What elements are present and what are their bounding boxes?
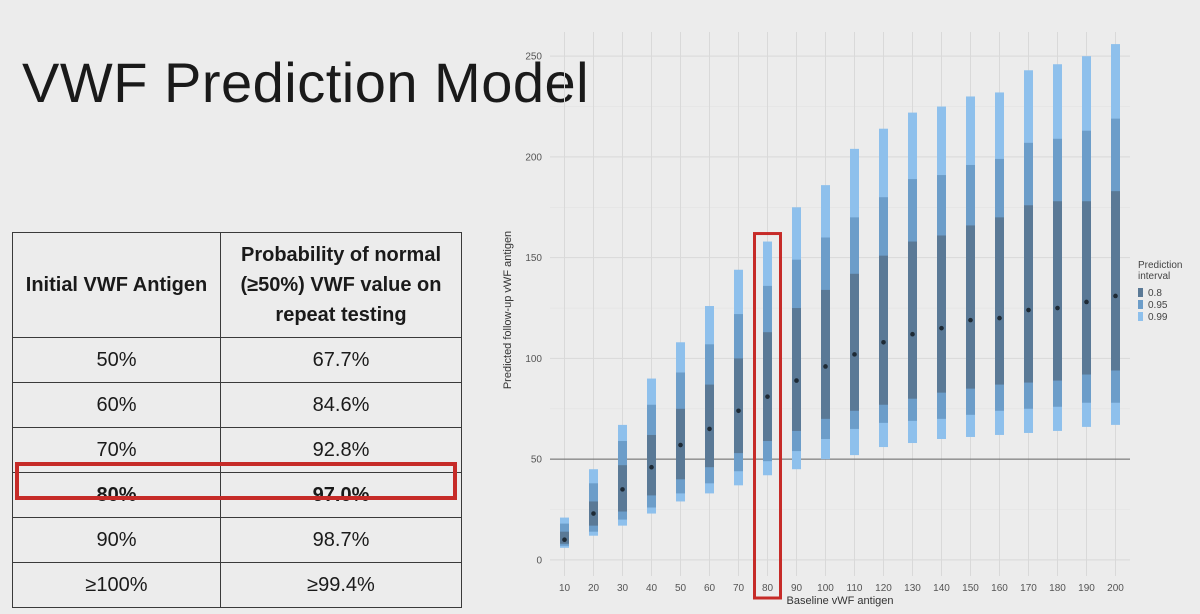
- prediction-interval-chart: 0 50 100 150 200 250 10 20 30 40 50 60 70 80 90 100 110…: [502, 32, 1182, 607]
- x-tick-label: 140: [933, 583, 950, 594]
- interval-bar-80: [1024, 205, 1033, 383]
- interval-bar-80: [937, 235, 946, 393]
- median-point: [852, 352, 857, 357]
- y-axis-label: Predicted follow-up vWF antigen: [502, 231, 514, 389]
- interval-bar-80: [966, 225, 975, 389]
- slide-title: VWF Prediction Model: [22, 51, 590, 114]
- x-tick-label: 110: [847, 583, 863, 594]
- x-tick-label: 160: [991, 583, 1008, 594]
- x-tick-label: 90: [791, 583, 803, 594]
- y-tick-label: 0: [536, 555, 542, 566]
- x-tick-label: 70: [733, 583, 745, 594]
- x-tick-label: 200: [1107, 583, 1124, 594]
- interval-bar-80: [1111, 191, 1120, 371]
- interval-bar-80: [850, 273, 859, 411]
- header-initial-vwf: Initial VWF Antigen: [12, 232, 221, 338]
- interval-bar-80: [1053, 201, 1062, 381]
- legend-swatch: [1138, 300, 1143, 309]
- median-point: [997, 315, 1002, 321]
- y-tick-label: 100: [525, 354, 542, 365]
- legend-title: Prediction: [1138, 260, 1182, 271]
- y-axis-ticks: 0 50 100 150 200 250: [525, 52, 542, 567]
- x-tick-label: 30: [617, 583, 629, 594]
- highlight-box-table-row: [15, 462, 457, 500]
- cell-probability: 67.7%: [220, 337, 462, 383]
- median-point: [562, 537, 567, 543]
- median-point: [881, 339, 886, 345]
- interval-bar-80: [705, 384, 714, 468]
- x-tick-label: 20: [588, 583, 600, 594]
- x-tick-label: 80: [762, 583, 774, 594]
- highlight-box-x-80: [753, 232, 782, 600]
- legend-title: interval: [1138, 271, 1170, 282]
- legend-swatch: [1138, 312, 1143, 321]
- chart-grid: [550, 32, 1130, 576]
- x-tick-label: 50: [675, 583, 687, 594]
- x-tick-label: 190: [1078, 583, 1095, 594]
- median-point: [939, 325, 944, 331]
- cell-initial: 90%: [12, 517, 221, 563]
- legend-swatch: [1138, 288, 1143, 297]
- table-header-row: Initial VWF Antigen Probability of norma…: [12, 232, 462, 338]
- x-tick-label: 40: [646, 583, 658, 594]
- header-probability: Probability of normal (≥50%) VWF value o…: [220, 232, 462, 338]
- median-point: [620, 487, 625, 492]
- x-tick-label: 10: [559, 583, 571, 594]
- x-axis-label: Baseline vWF antigen: [787, 595, 894, 607]
- median-point: [736, 408, 741, 414]
- x-tick-label: 120: [875, 583, 892, 594]
- median-point: [1113, 293, 1118, 299]
- median-point: [910, 331, 915, 337]
- interval-bar-80: [792, 308, 801, 431]
- y-tick-label: 50: [531, 455, 543, 466]
- median-point: [1084, 299, 1089, 305]
- x-tick-label: 100: [817, 583, 834, 594]
- x-tick-label: 150: [962, 583, 979, 594]
- table-row: ≥100% ≥99.4%: [12, 562, 462, 608]
- interval-bar-80: [879, 255, 888, 405]
- table-row: 60% 84.6%: [12, 382, 462, 428]
- x-axis-ticks: 10 20 30 40 50 60 70 80 90 100 110 120 130 140 150 160 1…: [559, 583, 1124, 594]
- cell-initial: 50%: [12, 337, 221, 383]
- median-point: [823, 364, 828, 369]
- interval-bar-80: [908, 241, 917, 399]
- interval-bar-80: [763, 332, 772, 442]
- legend-entry: 0.95: [1148, 300, 1168, 311]
- table-row: 50% 67.7%: [12, 337, 462, 383]
- cell-initial: 80%: [12, 472, 221, 518]
- probability-table: Initial VWF Antigen Probability of norma…: [12, 232, 462, 608]
- median-point: [765, 394, 770, 399]
- interval-bars: [560, 44, 1120, 548]
- median-point: [678, 442, 683, 448]
- y-tick-label: 250: [525, 52, 542, 63]
- x-tick-label: 130: [904, 583, 921, 594]
- median-point: [707, 426, 712, 432]
- median-point: [968, 317, 973, 323]
- highlight-group: [753, 232, 782, 600]
- y-tick-label: 150: [525, 253, 542, 264]
- legend-entry: 0.8: [1148, 288, 1162, 299]
- cell-probability: ≥99.4%: [220, 562, 462, 608]
- cell-probability: 98.7%: [220, 517, 462, 563]
- x-tick-label: 60: [704, 583, 716, 594]
- x-tick-label: 170: [1020, 583, 1037, 594]
- interval-bar-80: [821, 289, 830, 419]
- cell-probability: 84.6%: [220, 382, 462, 428]
- y-tick-label: 200: [525, 152, 542, 163]
- legend-entry: 0.99: [1148, 312, 1168, 323]
- x-tick-label: 180: [1049, 583, 1066, 594]
- cell-initial: 60%: [12, 382, 221, 428]
- interval-bar-80: [995, 217, 1004, 385]
- median-point: [1055, 305, 1060, 311]
- cell-initial: ≥100%: [12, 562, 221, 608]
- table-row: 90% 98.7%: [12, 517, 462, 563]
- median-point: [591, 511, 596, 516]
- interval-bar-80: [734, 358, 743, 454]
- interval-bar-80: [1082, 201, 1091, 375]
- median-point: [1026, 307, 1031, 313]
- median-point: [649, 464, 654, 470]
- median-point: [794, 378, 799, 383]
